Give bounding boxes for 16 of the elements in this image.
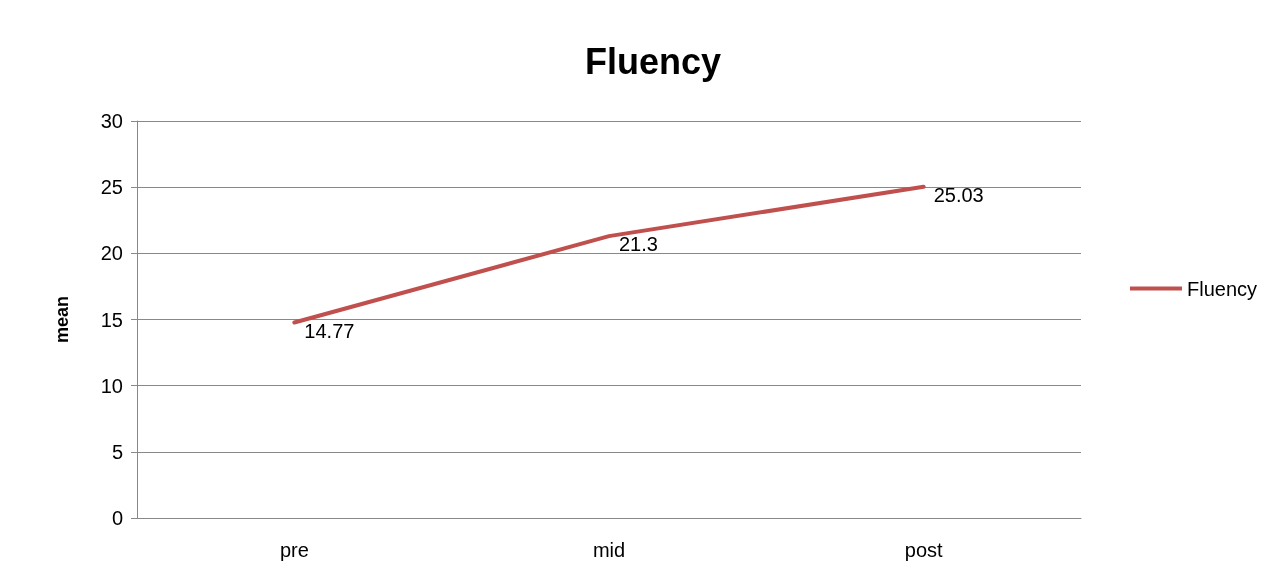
y-tick-label: 25 — [100, 176, 123, 199]
data-label: 21.3 — [619, 233, 658, 256]
y-tick-label: 15 — [100, 308, 123, 331]
y-tick-label: 10 — [100, 374, 123, 397]
y-tick-label: 0 — [111, 507, 123, 529]
data-label: 14.77 — [304, 319, 355, 342]
x-tick-label: mid — [592, 539, 626, 561]
y-tick-label: 5 — [111, 440, 123, 463]
y-tick-label: 30 — [100, 110, 123, 132]
chart-title: Fluency — [584, 40, 722, 82]
y-tick-label: 20 — [100, 242, 123, 265]
x-tick-label: pre — [279, 539, 309, 561]
legend-label: Fluency — [1186, 277, 1257, 300]
y-axis-title: mean — [52, 295, 72, 344]
data-label: 25.03 — [933, 183, 984, 206]
x-tick-label: post — [904, 539, 944, 561]
